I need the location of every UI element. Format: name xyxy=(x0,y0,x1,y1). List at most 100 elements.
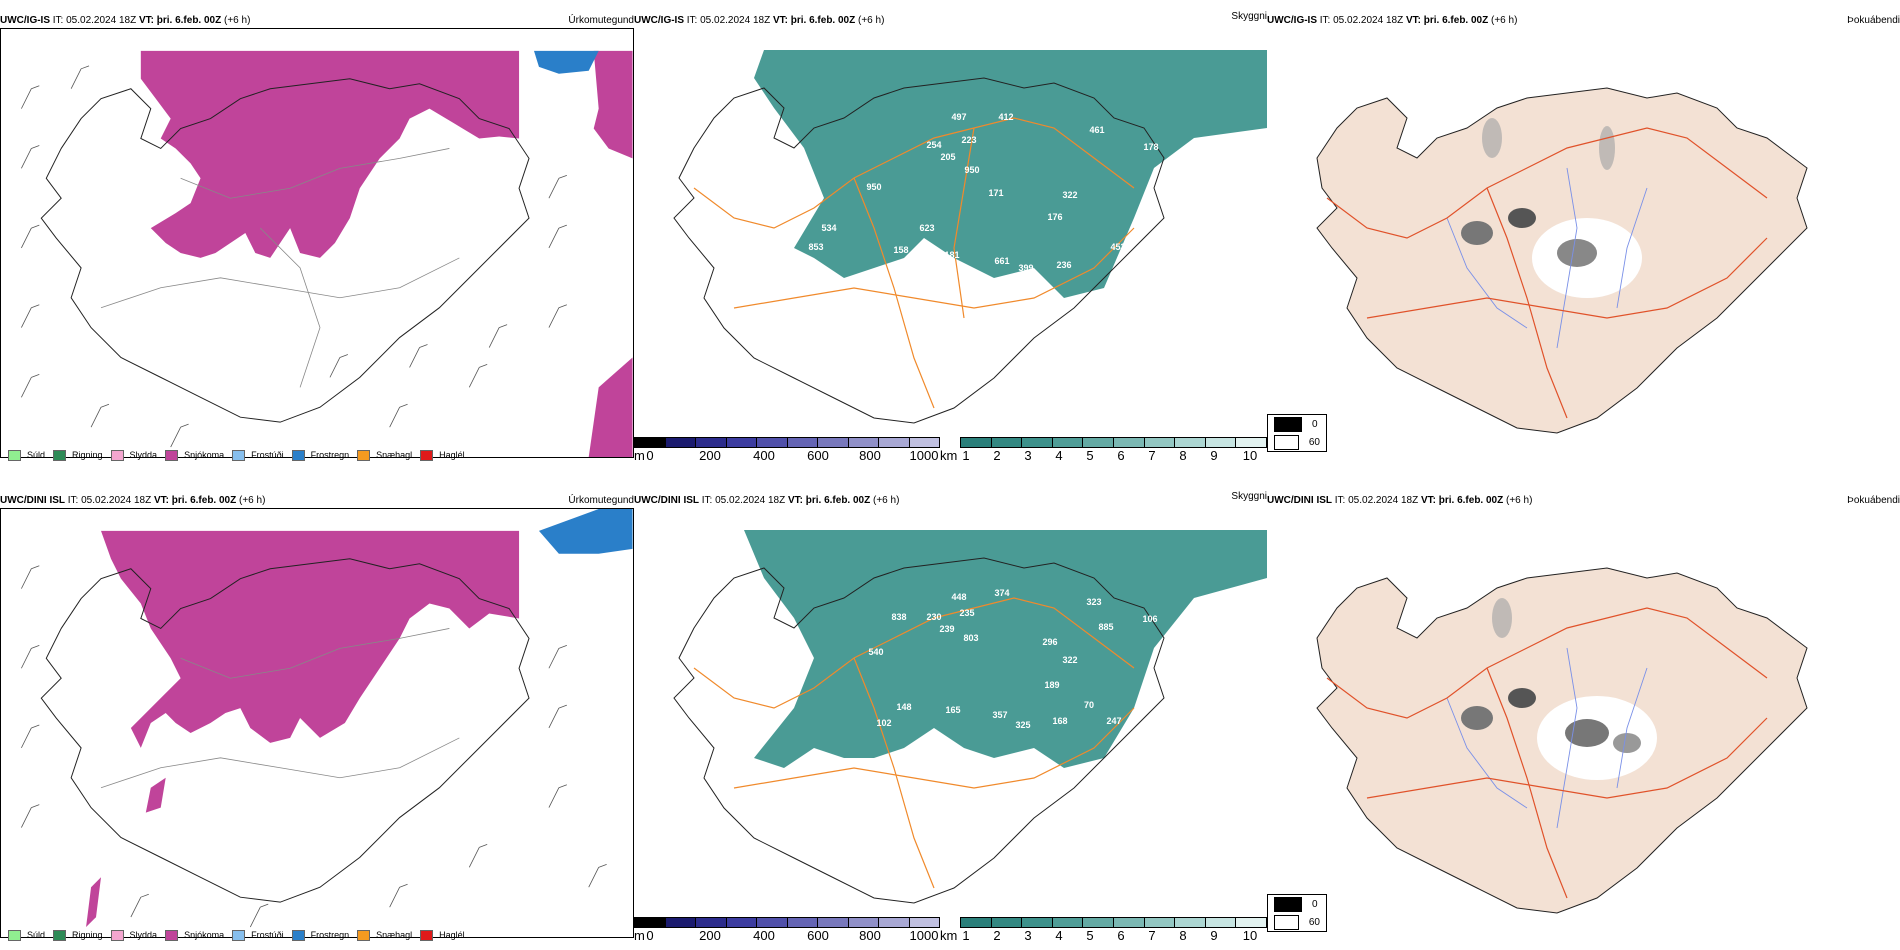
precip-legend: Súld Rigning Slydda Snjókoma Frostúði Fr… xyxy=(0,924,634,946)
panel-header: UWC/IG-IS IT: 05.02.2024 18Z VT: þri. 6.… xyxy=(1267,14,1900,28)
visibility-panel-2: UWC/DINI ISL IT: 05.02.2024 18Z VT: þri.… xyxy=(634,491,1267,946)
vt-value: þri. 6.feb. 00Z xyxy=(171,495,237,506)
frz-rain-area xyxy=(538,509,633,554)
legend-swatch xyxy=(110,929,124,941)
legend-label: Súld xyxy=(27,450,46,460)
peak-label: 230 xyxy=(926,612,941,622)
snow-area xyxy=(140,50,633,457)
tick-label: 9 xyxy=(1210,448,1218,463)
colorbar-unit: m xyxy=(634,448,645,463)
peak-label: 461 xyxy=(1089,125,1104,135)
legend-item-rigning: Rigning xyxy=(53,449,103,461)
legend-swatch xyxy=(165,929,179,941)
it-label: IT: xyxy=(701,495,713,506)
fog-blobs xyxy=(1461,118,1642,298)
peak-label: 235 xyxy=(959,608,974,618)
tick-label: 1000 xyxy=(909,928,939,943)
legend-item-slydda: Slydda xyxy=(110,929,158,941)
panel-title: Úrkomutegund xyxy=(568,495,634,506)
legend-item-frostregn: Frostregn xyxy=(291,449,349,461)
tick-label: 2 xyxy=(993,928,1001,943)
coastline xyxy=(40,558,530,903)
peak-label: 838 xyxy=(891,612,906,622)
tick-label: 0 xyxy=(646,928,654,943)
roads xyxy=(100,628,460,789)
peak-label: 540 xyxy=(868,647,883,657)
roads xyxy=(1326,127,1768,419)
legend-label: Rigning xyxy=(72,450,103,460)
vt-value: þri. 6.feb. 00Z xyxy=(1438,495,1504,506)
peak-label: 357 xyxy=(992,710,1007,720)
legend-item-snjokoma: Snjókoma xyxy=(165,929,224,941)
peak-label: 322 xyxy=(1062,190,1077,200)
precip-map xyxy=(0,508,634,938)
vt-label: VT: xyxy=(1405,15,1421,26)
peak-label: 296 xyxy=(1042,637,1057,647)
legend-item-sudl: Súld xyxy=(8,449,46,461)
tick-label: 5 xyxy=(1086,928,1094,943)
snow-area xyxy=(86,530,520,928)
legend-item-rigning: Rigning xyxy=(53,929,103,941)
peak-label: 950 xyxy=(866,182,881,192)
legend-item-frostudi: Frostúði xyxy=(232,449,284,461)
peak-label: 148 xyxy=(896,702,911,712)
legend-swatch xyxy=(110,449,124,461)
colorbar-swatches xyxy=(634,917,940,928)
peak-label: 178 xyxy=(1143,142,1158,152)
legend-label: Snæhagl xyxy=(376,930,413,940)
legend-label: Snjókoma xyxy=(184,450,225,460)
precip-map xyxy=(0,28,634,458)
tick-label: 4 xyxy=(1055,448,1063,463)
colorbar-ticks: 0 200 400 600 800 1000 xyxy=(634,928,940,943)
it-value: 05.02.2024 18Z xyxy=(81,495,152,506)
rivers xyxy=(1446,647,1648,829)
tick-label: 7 xyxy=(1148,928,1156,943)
tick-label: 800 xyxy=(859,448,881,463)
coastline xyxy=(673,557,1165,904)
panel-header: UWC/IG-IS IT: 05.02.2024 18Z VT: þri. 6.… xyxy=(634,11,1267,28)
it-value: 05.02.2024 18Z xyxy=(66,15,137,26)
peak-label: 239 xyxy=(939,624,954,634)
tick-label: 6 xyxy=(1117,928,1125,943)
fog-blobs xyxy=(1461,598,1657,780)
mountain-labels: 448 374 323 838 230 235 106 239 885 803 … xyxy=(868,588,1157,730)
legend-swatch xyxy=(291,929,305,941)
legend-label: 0 xyxy=(1312,418,1318,430)
colorbar-swatches xyxy=(960,917,1267,928)
it-value: 05.02.2024 18Z xyxy=(700,15,771,26)
it-value: 05.02.2024 18Z xyxy=(1333,15,1404,26)
peak-label: 448 xyxy=(951,592,966,602)
model-name: UWC/DINI ISL xyxy=(634,495,699,506)
low-visibility-area xyxy=(754,50,1267,298)
peak-label: 803 xyxy=(963,633,978,643)
legend-swatch xyxy=(357,449,371,461)
legend-label: Slydda xyxy=(129,930,158,940)
lead-time: (+6 h) xyxy=(239,495,266,506)
peak-label: 106 xyxy=(1142,614,1157,624)
tick-label: 3 xyxy=(1024,928,1032,943)
fog-legend-row: 60 xyxy=(1268,913,1326,931)
peak-label: 70 xyxy=(1084,700,1094,710)
vt-label: VT: xyxy=(772,15,788,26)
lead-time: (+6 h) xyxy=(858,15,885,26)
low-visibility-area xyxy=(744,530,1267,768)
legend-label: 60 xyxy=(1308,916,1320,928)
panel-title: Skyggni xyxy=(1231,11,1267,22)
peak-label: 374 xyxy=(994,588,1009,598)
legend-swatch xyxy=(420,929,434,941)
vt-value: þri. 6.feb. 00Z xyxy=(790,15,856,26)
lead-time: (+6 h) xyxy=(1506,495,1533,506)
tick-label: 9 xyxy=(1210,928,1218,943)
peak-label: 165 xyxy=(945,705,960,715)
peak-label: 534 xyxy=(821,223,836,233)
lead-time: (+6 h) xyxy=(1491,15,1518,26)
legend-label: Haglél xyxy=(439,450,465,460)
vt-label: VT: xyxy=(787,495,803,506)
mountain-labels: 497 412 461 254 223 205 950 178 950 171 … xyxy=(808,112,1158,273)
coastline xyxy=(673,77,1165,424)
visibility-colorbar: 1 2 3 4 5 6 7 8 9 10 km xyxy=(940,437,1267,463)
legend-swatch xyxy=(1274,434,1299,450)
peak-label: 247 xyxy=(1106,716,1121,726)
rivers xyxy=(1446,167,1648,349)
panel-title: Þokuábendi xyxy=(1847,15,1900,26)
